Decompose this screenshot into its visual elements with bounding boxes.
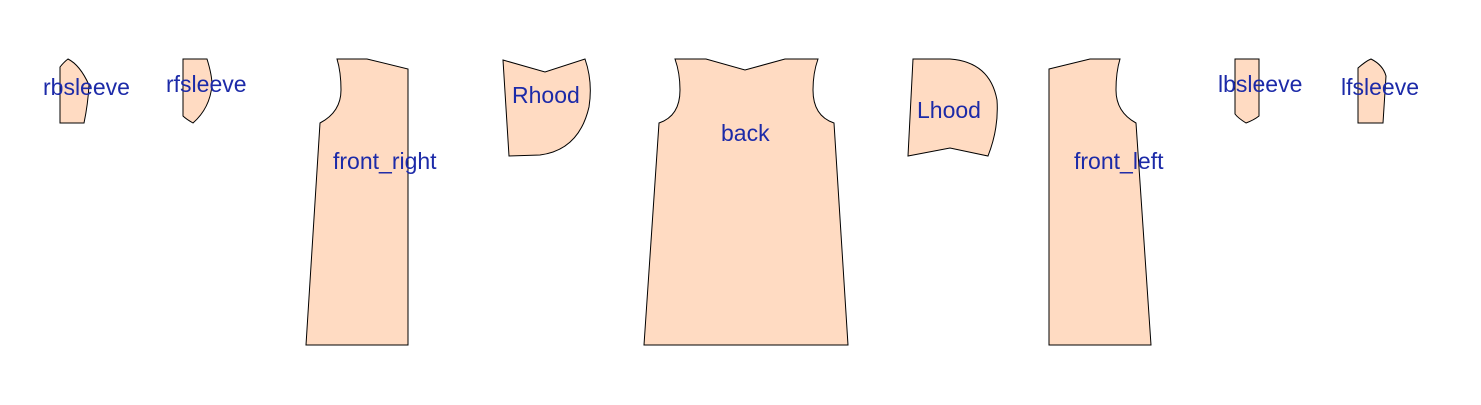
back-label: back [721,120,770,146]
front-left-label: front_left [1074,148,1164,174]
rhood-label: Rhood [512,82,580,108]
lfsleeve-shape [1357,58,1387,124]
piece-front-left[interactable]: front_left [1048,58,1164,346]
lfsleeve-label: lfsleeve [1341,74,1419,100]
piece-lfsleeve[interactable]: lfsleeve [1341,58,1419,124]
front-right-shape [305,58,409,346]
piece-lbsleeve[interactable]: lbsleeve [1218,58,1302,124]
rbsleeve-shape [59,58,90,124]
piece-rbsleeve[interactable]: rbsleeve [43,58,130,124]
piece-rfsleeve[interactable]: rfsleeve [166,58,247,124]
rbsleeve-label: rbsleeve [43,74,130,100]
piece-rhood[interactable]: Rhood [502,58,591,157]
front-left-shape [1048,58,1152,346]
lhood-label: Lhood [917,97,981,123]
rhood-shape [502,58,591,157]
rfsleeve-label: rfsleeve [166,71,247,97]
front-right-label: front_right [333,148,437,174]
rfsleeve-shape [182,58,213,124]
piece-front-right[interactable]: front_right [305,58,437,346]
lbsleeve-label: lbsleeve [1218,71,1302,97]
back-shape [643,58,849,346]
lhood-shape [907,58,998,157]
piece-back[interactable]: back [643,58,849,346]
lbsleeve-shape [1234,58,1260,124]
piece-lhood[interactable]: Lhood [907,58,998,157]
